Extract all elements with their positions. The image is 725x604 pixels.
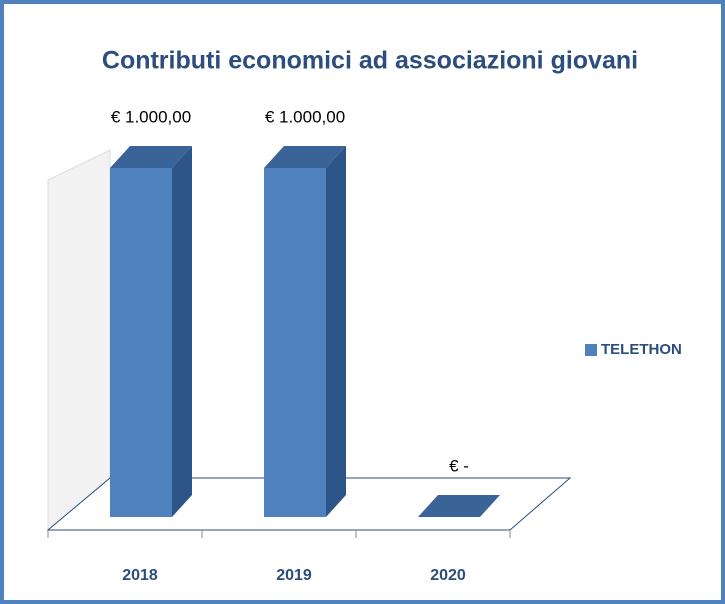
- x-tick-label: 2020: [430, 567, 466, 584]
- bar-side: [326, 146, 346, 517]
- value-label: € 1.000,00: [265, 107, 345, 126]
- bar-top: [264, 146, 346, 168]
- axis-ticks: [47, 530, 511, 538]
- value-label: € 1.000,00: [111, 107, 191, 126]
- back-wall: [47, 149, 111, 532]
- chart-title: Contributi economici ad associazioni gio…: [102, 47, 638, 75]
- bar-top: [418, 495, 500, 517]
- legend-swatch: [585, 344, 597, 356]
- bar: [110, 168, 172, 517]
- bar-top: [110, 146, 192, 168]
- bar: [264, 168, 326, 517]
- legend-label: TELETHON: [601, 341, 682, 358]
- value-label: € -: [449, 456, 469, 475]
- x-tick-label: 2018: [122, 567, 158, 584]
- bar-side: [172, 146, 192, 517]
- x-tick-label: 2019: [276, 567, 312, 584]
